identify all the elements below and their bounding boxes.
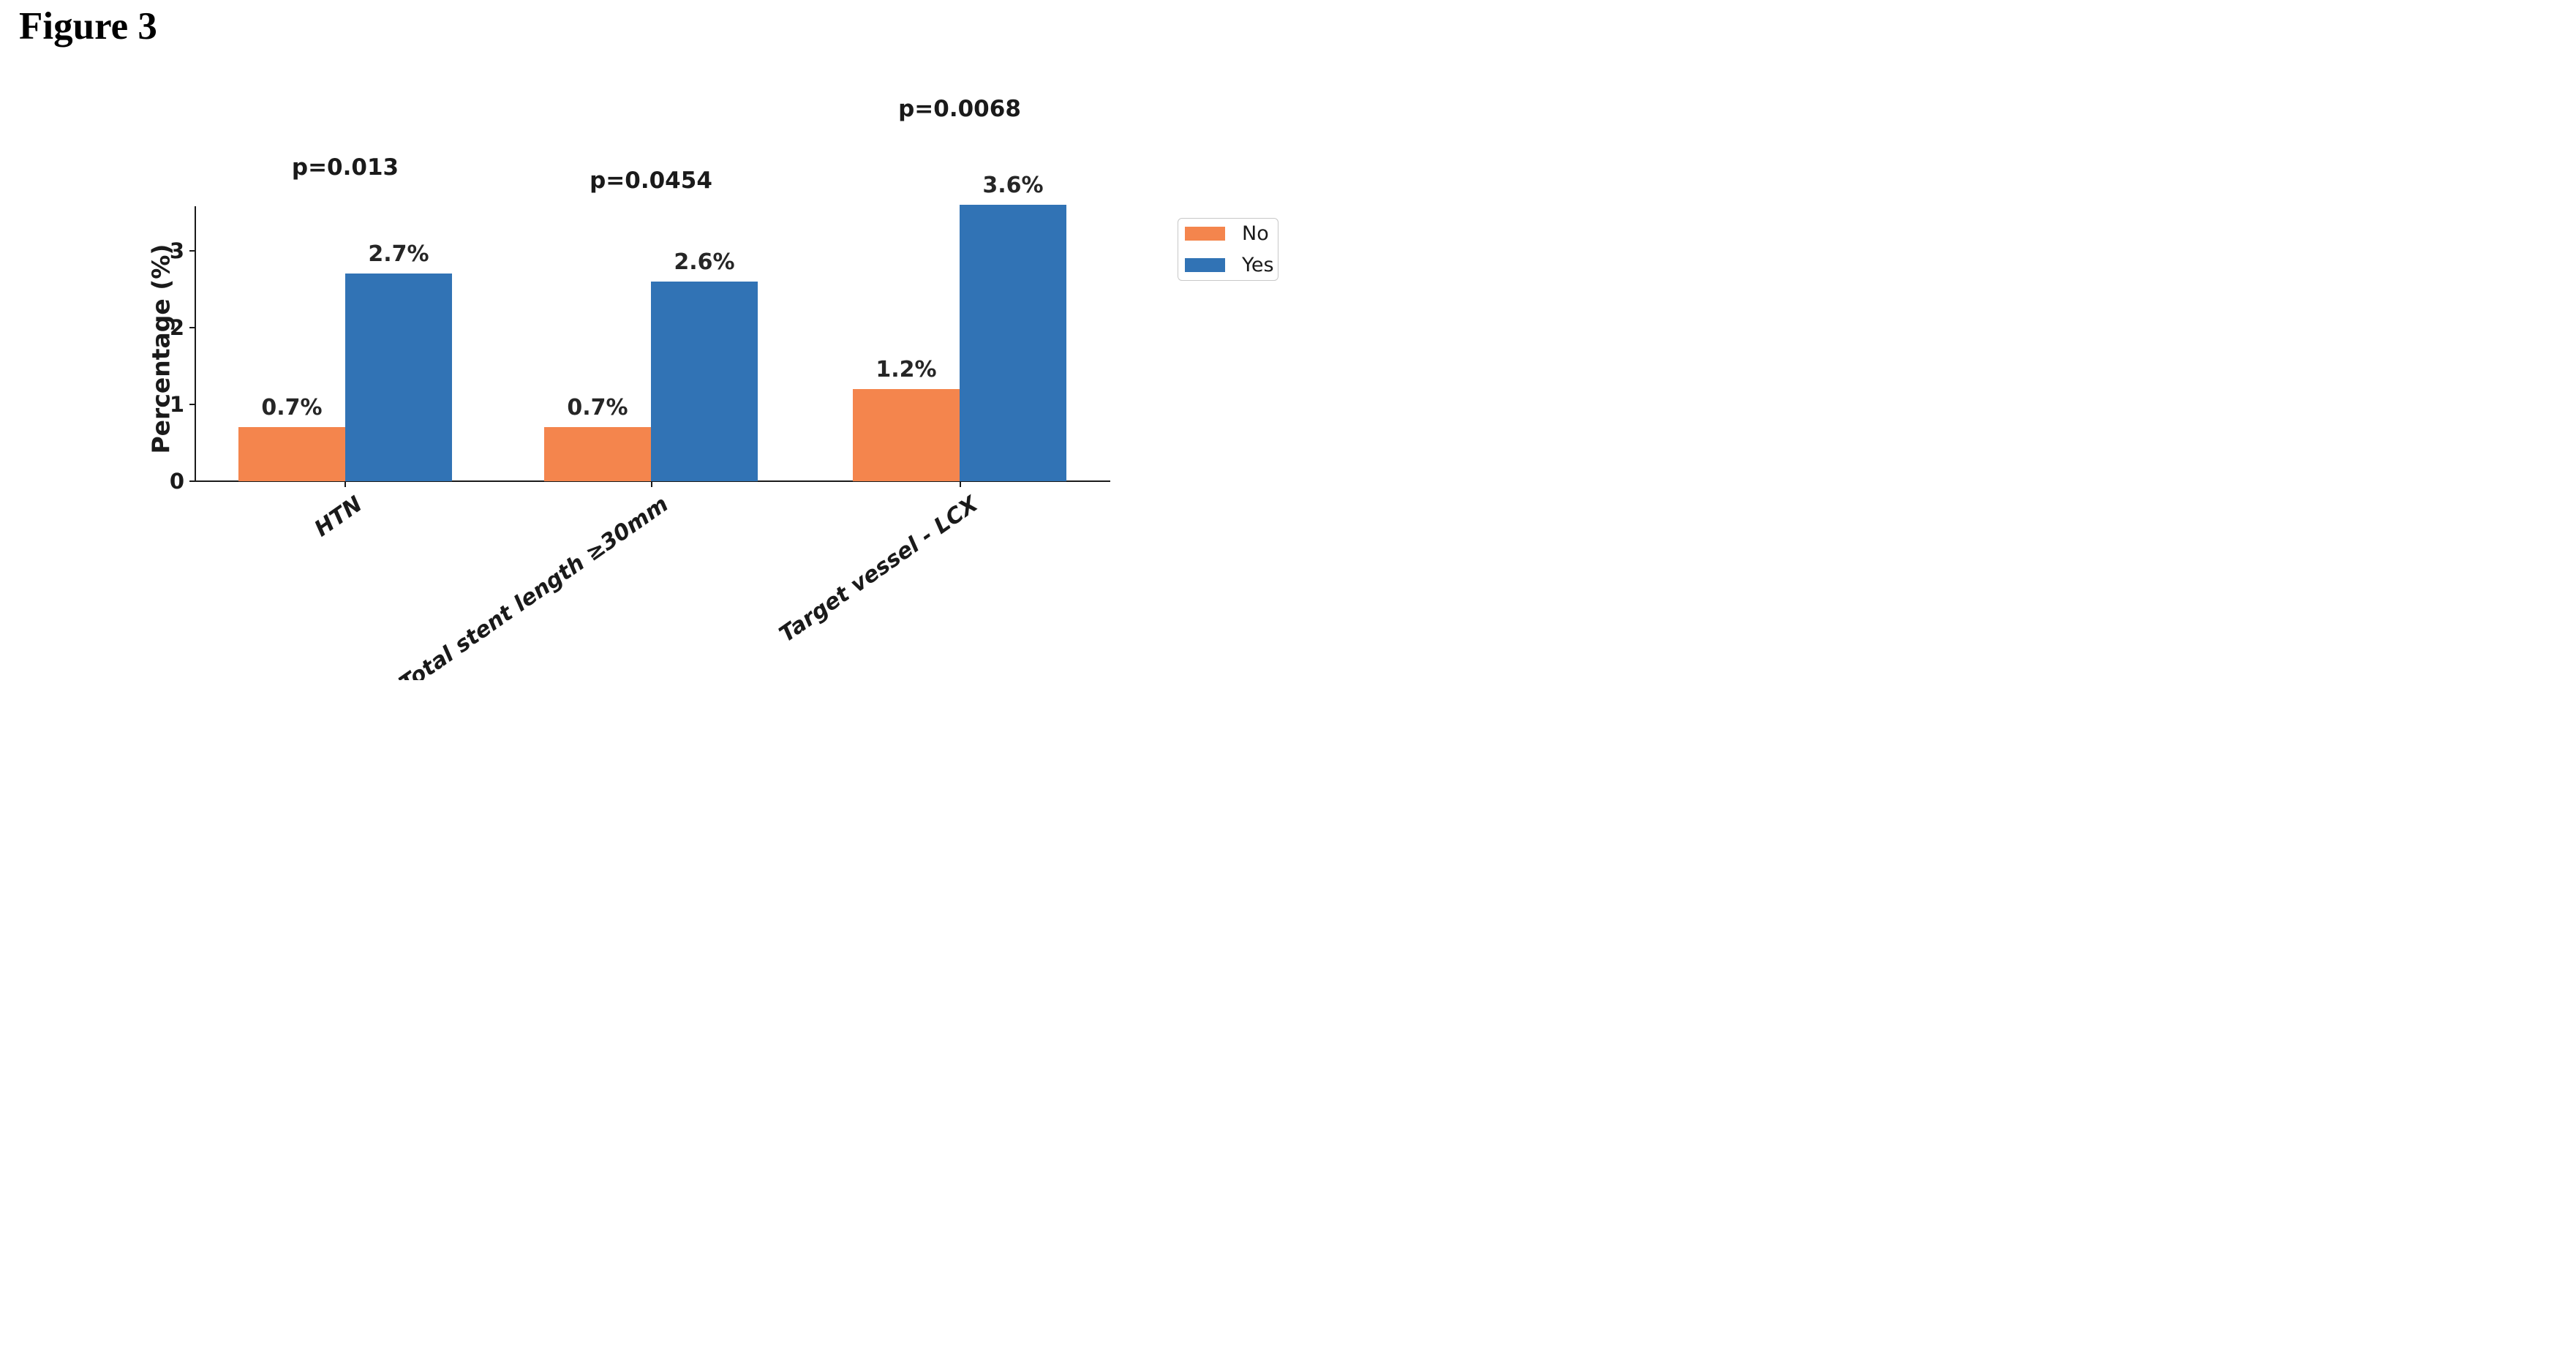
p-value-htn: p=0.013 xyxy=(291,154,399,181)
p-value-target-vessel: p=0.0068 xyxy=(898,96,1021,122)
x-label-htn: HTN xyxy=(310,491,368,543)
bar-yes-htn xyxy=(345,274,452,481)
bar-label-no-target-vessel: 1.2% xyxy=(875,357,937,382)
x-tick-htn xyxy=(344,482,346,487)
x-label-stent-length: Total stent length ≥30mm xyxy=(394,491,674,680)
y-tick-label-0: 0 xyxy=(169,469,184,494)
x-axis-spine xyxy=(195,480,1110,482)
y-tick-0 xyxy=(189,480,195,482)
y-axis-spine xyxy=(195,206,196,482)
y-tick-label-2: 2 xyxy=(169,315,184,340)
bar-no-htn xyxy=(238,427,345,481)
legend-swatch-yes-icon xyxy=(1185,258,1225,272)
bar-label-yes-target-vessel: 3.6% xyxy=(982,173,1044,198)
y-tick-3 xyxy=(189,250,195,252)
p-value-stent-length: p=0.0454 xyxy=(590,167,712,194)
y-tick-2 xyxy=(189,327,195,328)
x-label-target-vessel: Target vessel - LCX xyxy=(774,491,983,648)
bar-yes-stent-length xyxy=(651,282,758,481)
x-tick-stent-length xyxy=(651,482,652,487)
y-tick-1 xyxy=(189,404,195,405)
legend-row-no: No xyxy=(1185,222,1278,245)
y-tick-label-1: 1 xyxy=(169,392,184,417)
y-axis-title: Percentage (%) xyxy=(146,244,176,454)
x-tick-target-vessel xyxy=(960,482,961,487)
bar-no-stent-length xyxy=(544,427,651,481)
legend-swatch-no-icon xyxy=(1185,227,1225,241)
bar-label-no-stent-length: 0.7% xyxy=(567,395,628,421)
legend: No Yes xyxy=(1178,218,1278,281)
legend-label-yes: Yes xyxy=(1242,254,1274,276)
bar-no-target-vessel xyxy=(853,389,960,481)
figure-title: Figure 3 xyxy=(19,5,157,48)
legend-label-no: No xyxy=(1242,222,1269,245)
bar-label-yes-htn: 2.7% xyxy=(368,241,429,267)
bar-label-yes-stent-length: 2.6% xyxy=(674,249,735,275)
bar-yes-target-vessel xyxy=(960,205,1066,481)
figure-canvas: Figure 3 Percentage (%) 0 1 2 3 0.7% 2.7… xyxy=(0,0,1288,680)
legend-row-yes: Yes xyxy=(1185,254,1278,276)
y-tick-label-3: 3 xyxy=(169,238,184,263)
bar-label-no-htn: 0.7% xyxy=(261,395,323,421)
